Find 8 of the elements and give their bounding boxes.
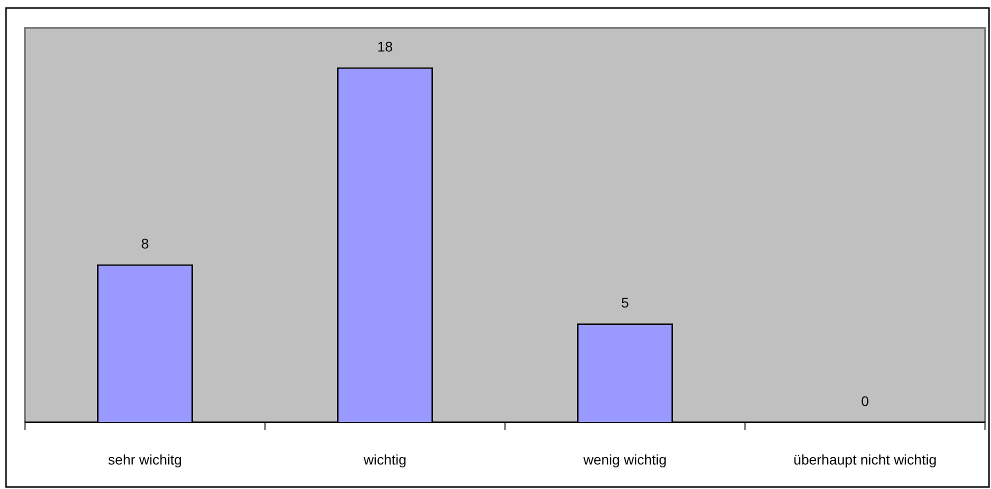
x-tick-label: sehr wichitg	[108, 451, 182, 468]
data-label: 18	[377, 38, 393, 54]
x-tick-label: überhaupt nicht wichtig	[793, 451, 937, 468]
x-tick-label: wichtig	[362, 451, 406, 468]
data-label: 0	[861, 392, 870, 409]
data-label: 5	[621, 294, 630, 310]
x-tick-label: wenig wichtig	[582, 451, 667, 468]
data-label: 8	[141, 235, 150, 252]
